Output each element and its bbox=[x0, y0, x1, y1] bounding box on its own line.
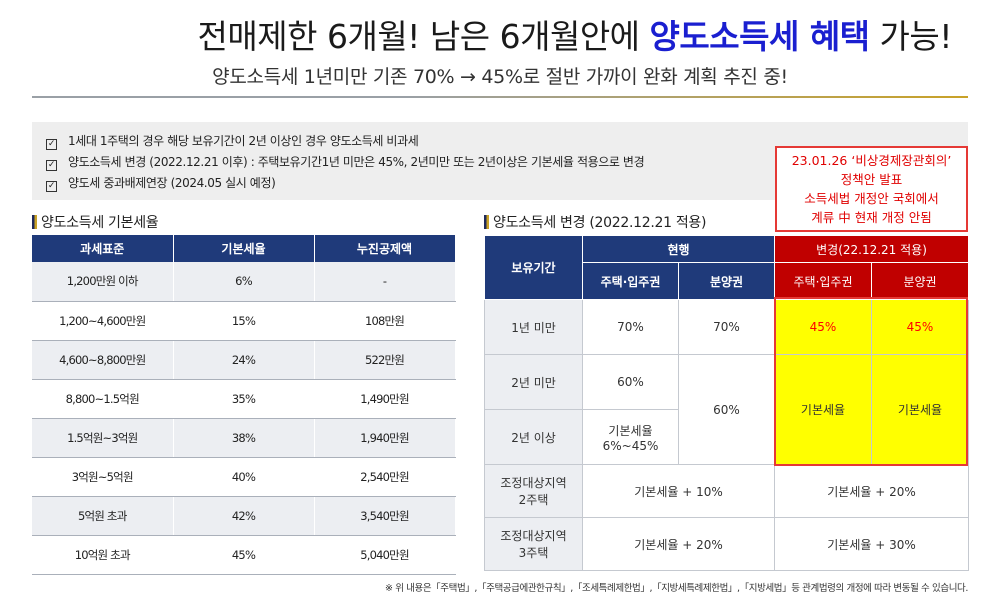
table-row: 조정대상지역 3주택 기본세율 + 20% 기본세율 + 30% bbox=[484, 517, 969, 571]
checkbox-icon: ✓ bbox=[46, 181, 57, 192]
table-header-row: 주택·입주권 분양권 주택·입주권 분양권 bbox=[485, 262, 969, 300]
divider bbox=[32, 96, 968, 98]
table-row: 1.5억원~3억원 38% 1,940만원 bbox=[32, 418, 456, 458]
table-row: 1,200만원 이하 6% - bbox=[32, 262, 456, 302]
basic-rate-table: 과세표준 기본세율 누진공제액 1,200만원 이하 6% - 1,200~4,60… bbox=[32, 235, 456, 575]
checkbox-icon: ✓ bbox=[46, 139, 57, 150]
note-item: ✓ 양도세 중과배제연장 (2024.05 실시 예정) bbox=[46, 176, 276, 192]
table-row: 10억원 초과 45% 5,040만원 bbox=[32, 535, 456, 575]
table-row: 3억원~5억원 40% 2,540만원 bbox=[32, 457, 456, 497]
basic-table-title: 양도소득세 기본세율 bbox=[32, 212, 159, 232]
table-row: 2년 미만 60% 60% 기본세율 기본세율 bbox=[484, 354, 969, 465]
page-subtitle: 양도소득세 1년미만 기존 70% → 45%로 절반 가까이 완화 계획 추진… bbox=[212, 66, 788, 88]
section-marker-icon bbox=[484, 215, 489, 229]
title-highlight: 양도소득세 혜택 bbox=[649, 17, 871, 56]
policy-notice-box: 23.01.26 ‘비상경제장관회의’ 정책안 발표 소득세법 개정안 국회에서… bbox=[775, 146, 968, 232]
change-rate-table: 보유기간 현행 변경(22.12.21 적용) 주택·입주권 분양권 주택·입주… bbox=[484, 235, 969, 571]
table-row: 4,600~8,800만원 24% 522만원 bbox=[32, 340, 456, 380]
title-text-end: 가능! bbox=[869, 17, 953, 56]
title-text: 전매제한 6개월! 남은 6개월안에 bbox=[197, 17, 650, 56]
table-row: 2년 이상 기본세율 6%~45% bbox=[484, 409, 969, 465]
note-item: ✓ 1세대 1주택의 경우 해당 보유기간이 2년 이상인 경우 양도소득세 비과… bbox=[46, 134, 419, 150]
table-row: 1년 미만 70% 70% 45% 45% bbox=[484, 299, 969, 355]
table-row: 8,800~1.5억원 35% 1,490만원 bbox=[32, 379, 456, 419]
section-marker-icon bbox=[32, 215, 37, 229]
table-row: 1,200~4,600만원 15% 108만원 bbox=[32, 301, 456, 341]
page-title: 전매제한 6개월! 남은 6개월안에 양도소득세 혜택 가능! bbox=[0, 10, 1000, 58]
table-row: 5억원 초과 42% 3,540만원 bbox=[32, 496, 456, 536]
change-table-title: 양도소득세 변경 (2022.12.21 적용) bbox=[484, 212, 706, 232]
table-header-row: 과세표준 기본세율 누진공제액 bbox=[32, 235, 456, 262]
footnote: ※ 위 내용은「주택법」,「주택공급에관한규칙」,「조세특례제한법」,「지방세특… bbox=[385, 583, 968, 594]
table-row: 조정대상지역 2주택 기본세율 + 10% 기본세율 + 20% bbox=[484, 464, 969, 518]
checkbox-icon: ✓ bbox=[46, 160, 57, 171]
table-header-row: 보유기간 현행 변경(22.12.21 적용) bbox=[484, 235, 969, 300]
note-item: ✓ 양도소득세 변경 (2022.12.21 이후) : 주택보유기간1년 미만은… bbox=[46, 155, 645, 171]
